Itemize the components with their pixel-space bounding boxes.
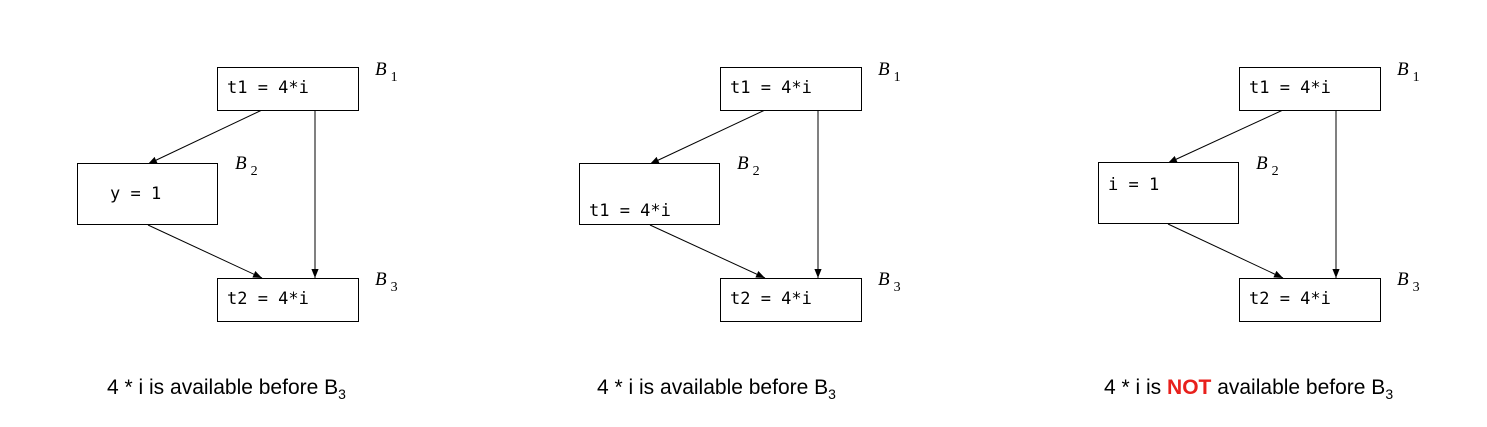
edge-b1-b2 (1167, 109, 1284, 164)
block-b2: y = 1 (77, 163, 218, 225)
caption: 4 * i is available before B3 (597, 376, 836, 402)
edge-b1-b2 (147, 109, 263, 165)
block-b2: i = 1 (1098, 162, 1239, 224)
edge-b2-b3 (1167, 223, 1284, 279)
block-b3: t2 = 4*i (217, 278, 359, 322)
block-b1: t1 = 4*i (1239, 67, 1381, 111)
block-b3: t2 = 4*i (1239, 278, 1381, 322)
caption: 4 * i is NOT available before B3 (1104, 376, 1394, 402)
edge-b2-b3 (147, 224, 263, 279)
caption: 4 * i is available before B3 (107, 376, 346, 402)
block-b2: t1 = 4*i (579, 163, 720, 225)
block-b3: t2 = 4*i (720, 278, 862, 322)
edge-b2-b3 (649, 224, 766, 279)
block-b1: t1 = 4*i (720, 67, 862, 111)
block-b1: t1 = 4*i (217, 67, 359, 111)
edge-b1-b2 (649, 109, 766, 165)
